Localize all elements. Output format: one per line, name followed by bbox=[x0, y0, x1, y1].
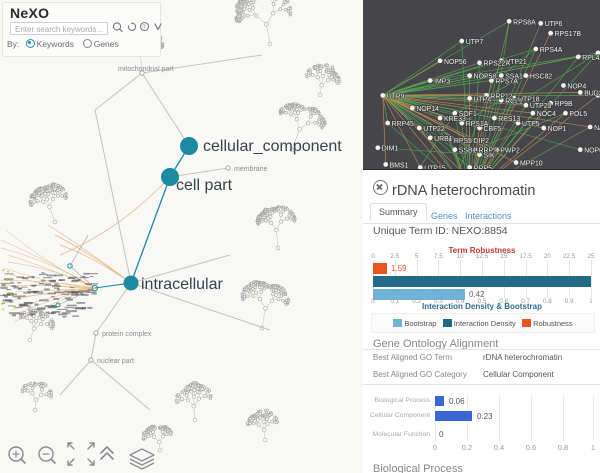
svg-text:UTP18: UTP18 bbox=[518, 96, 540, 103]
svg-text:UTP9: UTP9 bbox=[387, 93, 405, 100]
svg-text:RPS8A: RPS8A bbox=[513, 19, 536, 26]
svg-text:nuclear part: nuclear part bbox=[97, 358, 134, 365]
svg-text:RRP45: RRP45 bbox=[392, 121, 414, 128]
svg-text:URB1: URB1 bbox=[434, 136, 453, 143]
svg-text:MPP10: MPP10 bbox=[520, 160, 543, 167]
svg-text:RPS7A: RPS7A bbox=[495, 79, 518, 86]
svg-text:RPS17B: RPS17B bbox=[555, 31, 582, 38]
svg-text:UTP5: UTP5 bbox=[522, 121, 540, 128]
svg-text:protein complex: protein complex bbox=[102, 331, 152, 338]
svg-text:IMP3: IMP3 bbox=[434, 79, 450, 86]
svg-text:NOP14: NOP14 bbox=[416, 106, 439, 113]
svg-text:UTP20: UTP20 bbox=[530, 103, 552, 110]
svg-text:RPS4A: RPS4A bbox=[540, 47, 563, 54]
svg-text:RPS5: RPS5 bbox=[454, 138, 472, 145]
svg-text:NOP1: NOP1 bbox=[548, 126, 567, 133]
svg-text:DIP2: DIP2 bbox=[474, 138, 490, 145]
svg-text:?: ? bbox=[142, 24, 146, 31]
svg-text:BUD21: BUD21 bbox=[584, 90, 600, 97]
svg-text:intracellular: intracellular bbox=[141, 276, 223, 293]
svg-text:cellular_component: cellular_component bbox=[203, 138, 342, 155]
svg-text:mitochondrial part: mitochondrial part bbox=[118, 66, 174, 73]
svg-text:DIM1: DIM1 bbox=[382, 146, 399, 153]
svg-text:POL5: POL5 bbox=[569, 111, 587, 118]
svg-text:NOC4: NOC4 bbox=[537, 111, 556, 118]
svg-text:UTP7: UTP7 bbox=[466, 39, 484, 46]
svg-text:CBF5: CBF5 bbox=[483, 126, 501, 133]
svg-text:RPL4A: RPL4A bbox=[582, 55, 600, 62]
svg-text:RP9B: RP9B bbox=[555, 101, 573, 108]
svg-text:NOP56: NOP56 bbox=[444, 59, 467, 66]
svg-text:RPS22A: RPS22A bbox=[483, 61, 510, 68]
svg-text:NOP6: NOP6 bbox=[584, 148, 600, 155]
svg-text:SOF1: SOF1 bbox=[459, 111, 477, 118]
svg-text:SIK: SIK bbox=[483, 153, 495, 160]
svg-text:HSC82: HSC82 bbox=[530, 74, 552, 81]
svg-text:SSB1: SSB1 bbox=[459, 148, 477, 155]
svg-text:UTP6: UTP6 bbox=[545, 21, 563, 28]
svg-text:NOP58: NOP58 bbox=[474, 74, 497, 81]
svg-text:cell part: cell part bbox=[176, 177, 233, 194]
svg-text:NAN1: NAN1 bbox=[594, 125, 600, 132]
svg-text:UTP22: UTP22 bbox=[423, 126, 445, 133]
svg-text:membrane: membrane bbox=[234, 166, 268, 173]
svg-text:UTP4: UTP4 bbox=[474, 96, 492, 103]
svg-text:PWP2: PWP2 bbox=[500, 148, 520, 155]
svg-text:RPS13: RPS13 bbox=[498, 116, 520, 123]
